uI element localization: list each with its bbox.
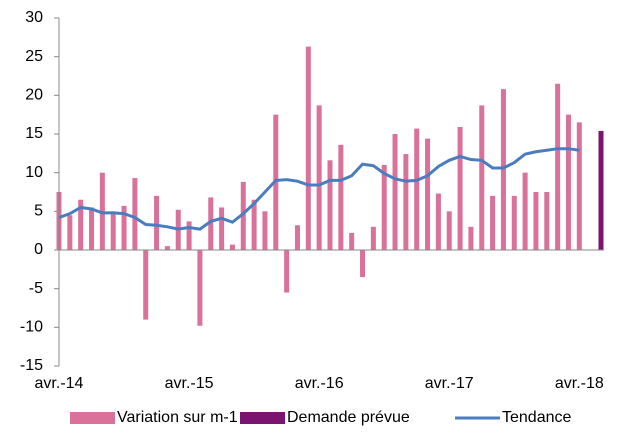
x-tick-label: avr.-17 <box>425 375 474 392</box>
bar <box>251 199 257 250</box>
bar <box>576 122 582 250</box>
y-tick-label: -15 <box>20 357 43 374</box>
bar <box>565 114 571 251</box>
y-tick-label: 15 <box>25 125 43 142</box>
legend-label: Demande prévue <box>287 409 410 426</box>
x-tick-label: avr.-15 <box>165 375 214 392</box>
bar <box>284 250 290 293</box>
bar <box>240 181 246 250</box>
bar <box>479 105 485 251</box>
bar <box>219 207 225 250</box>
bar <box>435 193 441 250</box>
legend-label: Variation sur m-1 <box>117 409 238 426</box>
bar <box>197 250 203 326</box>
bar <box>262 211 268 250</box>
bar <box>425 138 431 250</box>
bar <box>208 197 214 250</box>
bar <box>349 232 355 250</box>
bar <box>403 154 409 250</box>
y-tick-label: -10 <box>20 319 43 336</box>
bar <box>110 211 116 250</box>
bar <box>338 144 344 250</box>
bar <box>305 46 311 250</box>
y-tick-label: 0 <box>34 241 43 258</box>
bar <box>598 130 604 250</box>
bar <box>143 250 149 320</box>
bar <box>446 211 452 250</box>
bar <box>229 244 235 250</box>
y-tick-label: 20 <box>25 87 43 104</box>
trend-line <box>58 147 580 231</box>
bar <box>327 160 333 250</box>
legend-label: Tendance <box>502 409 571 426</box>
y-tick-label: 5 <box>34 203 43 220</box>
bar <box>414 128 420 250</box>
bar <box>294 225 300 250</box>
bar <box>522 172 528 250</box>
bar <box>544 192 550 250</box>
bar <box>316 105 322 251</box>
bar <box>78 199 84 250</box>
bar <box>370 226 376 250</box>
bar <box>164 246 170 250</box>
x-tick-label: avr.-14 <box>35 375 84 392</box>
bar <box>533 192 539 250</box>
legend-swatch <box>70 412 115 424</box>
bar <box>67 215 73 250</box>
y-tick-label: -5 <box>29 280 43 297</box>
bar <box>89 207 95 250</box>
bar <box>490 195 496 250</box>
bar <box>468 226 474 250</box>
bar <box>154 195 160 250</box>
bar <box>360 250 366 278</box>
bar <box>555 83 561 250</box>
legend-swatch <box>240 412 285 424</box>
y-tick-label: 30 <box>25 9 43 26</box>
y-tick-label: 25 <box>25 48 43 65</box>
bar <box>121 205 127 250</box>
y-tick-label: 10 <box>25 164 43 181</box>
bar <box>381 164 387 250</box>
bar <box>511 195 517 250</box>
bar <box>392 134 398 250</box>
x-tick-label: avr.-18 <box>555 375 604 392</box>
x-tick-label: avr.-16 <box>295 375 344 392</box>
bar <box>500 89 506 250</box>
bar <box>132 178 138 250</box>
bar <box>457 127 463 250</box>
bar <box>186 221 192 250</box>
